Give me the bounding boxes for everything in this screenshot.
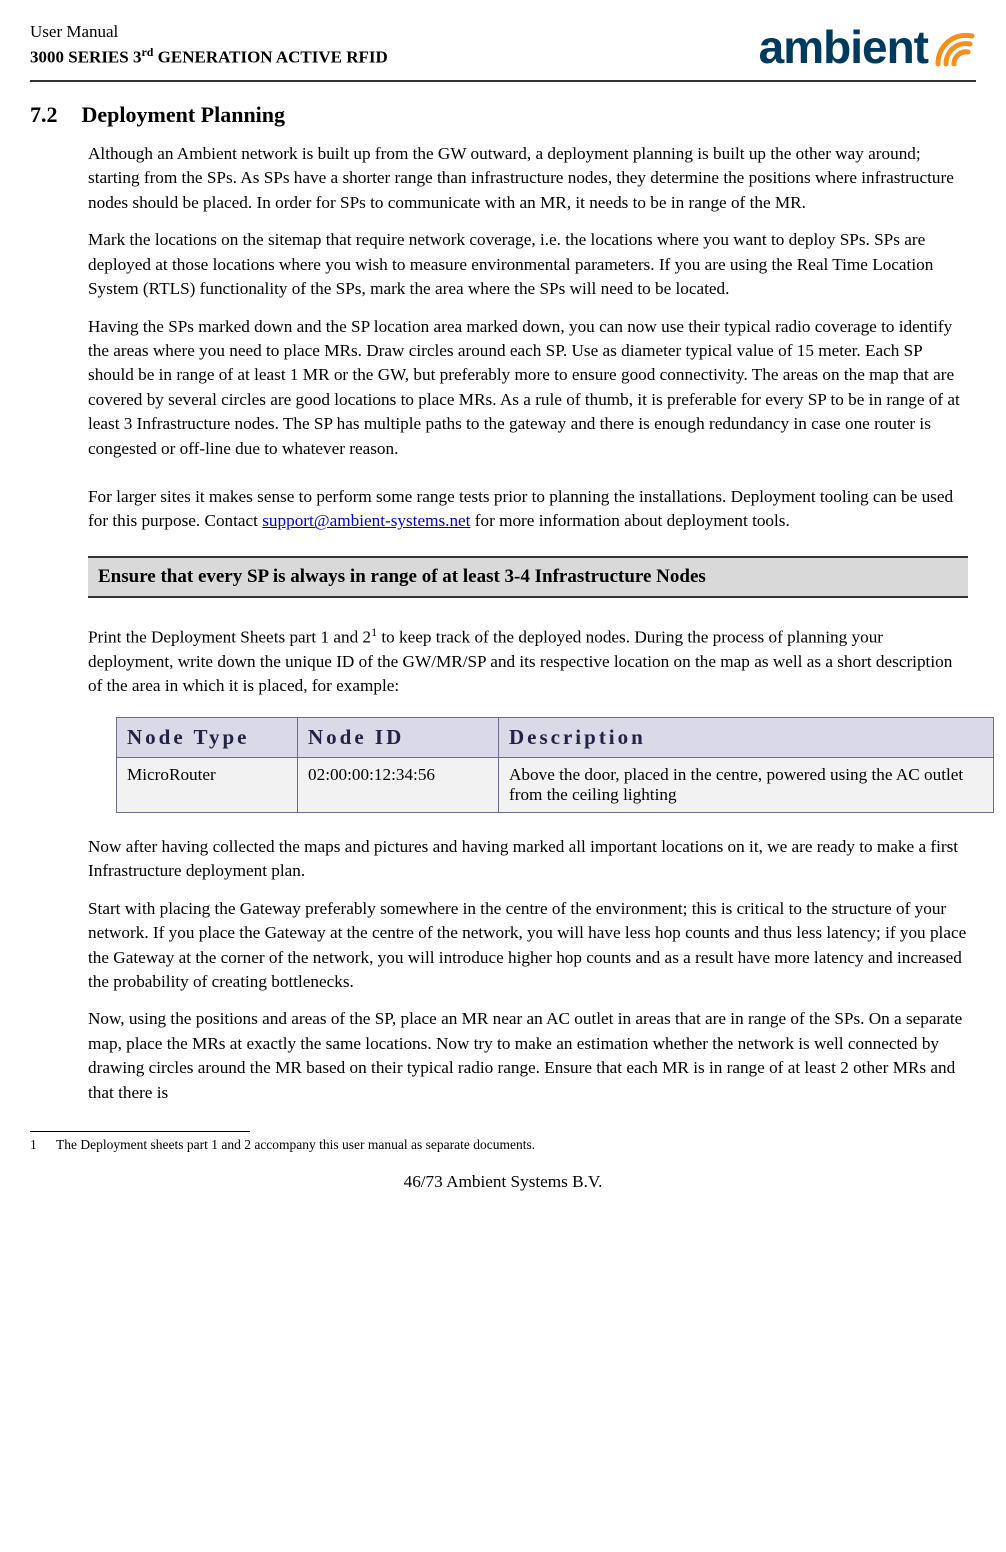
header-line2: 3000 SERIES 3rd GENERATION ACTIVE RFID — [30, 44, 388, 69]
p5-pre: Print the Deployment Sheets part 1 and 2 — [88, 628, 371, 647]
header-line1: User Manual — [30, 20, 388, 44]
paragraph: For larger sites it makes sense to perfo… — [88, 485, 968, 534]
page: User Manual 3000 SERIES 3rd GENERATION A… — [0, 0, 1006, 1552]
td-description: Above the door, placed in the centre, po… — [499, 757, 994, 812]
header-line2-prefix: 3000 SERIES 3 — [30, 47, 141, 66]
logo-arc-icon — [934, 26, 976, 73]
footnote-number: 1 — [30, 1136, 56, 1154]
table-row: MicroRouter 02:00:00:12:34:56 Above the … — [117, 757, 994, 812]
table-header-row: Node Type Node ID Description — [117, 717, 994, 757]
paragraph: Now after having collected the maps and … — [88, 835, 968, 884]
body-content: Although an Ambient network is built up … — [88, 142, 968, 1105]
logo-text: ambient — [759, 20, 928, 74]
footnote-text: The Deployment sheets part 1 and 2 accom… — [56, 1136, 535, 1154]
paragraph: Start with placing the Gateway preferabl… — [88, 897, 968, 995]
th-description: Description — [499, 717, 994, 757]
support-email-link[interactable]: support@ambient-systems.net — [262, 511, 470, 530]
page-header: User Manual 3000 SERIES 3rd GENERATION A… — [30, 20, 976, 82]
paragraph: Now, using the positions and areas of th… — [88, 1007, 968, 1105]
footnote-rule — [30, 1131, 250, 1132]
th-node-id: Node ID — [298, 717, 499, 757]
p4-post: for more information about deployment to… — [470, 511, 789, 530]
th-node-type: Node Type — [117, 717, 298, 757]
td-node-id: 02:00:00:12:34:56 — [298, 757, 499, 812]
footnote: 1 The Deployment sheets part 1 and 2 acc… — [30, 1136, 976, 1154]
paragraph: Having the SPs marked down and the SP lo… — [88, 315, 968, 462]
paragraph: Mark the locations on the sitemap that r… — [88, 228, 968, 301]
callout-box: Ensure that every SP is always in range … — [88, 556, 968, 598]
header-left-block: User Manual 3000 SERIES 3rd GENERATION A… — [30, 20, 388, 69]
page-footer: 46/73 Ambient Systems B.V. — [30, 1172, 976, 1192]
section-title: Deployment Planning — [82, 102, 286, 127]
paragraph: Print the Deployment Sheets part 1 and 2… — [88, 624, 968, 699]
node-table: Node Type Node ID Description MicroRoute… — [116, 717, 994, 813]
section-number: 7.2 — [30, 102, 76, 128]
paragraph: Although an Ambient network is built up … — [88, 142, 968, 215]
section-heading: 7.2 Deployment Planning — [30, 102, 976, 128]
td-node-type: MicroRouter — [117, 757, 298, 812]
header-line2-sup: rd — [141, 45, 153, 59]
header-line2-suffix: GENERATION ACTIVE RFID — [153, 47, 387, 66]
logo: ambient — [759, 20, 976, 74]
